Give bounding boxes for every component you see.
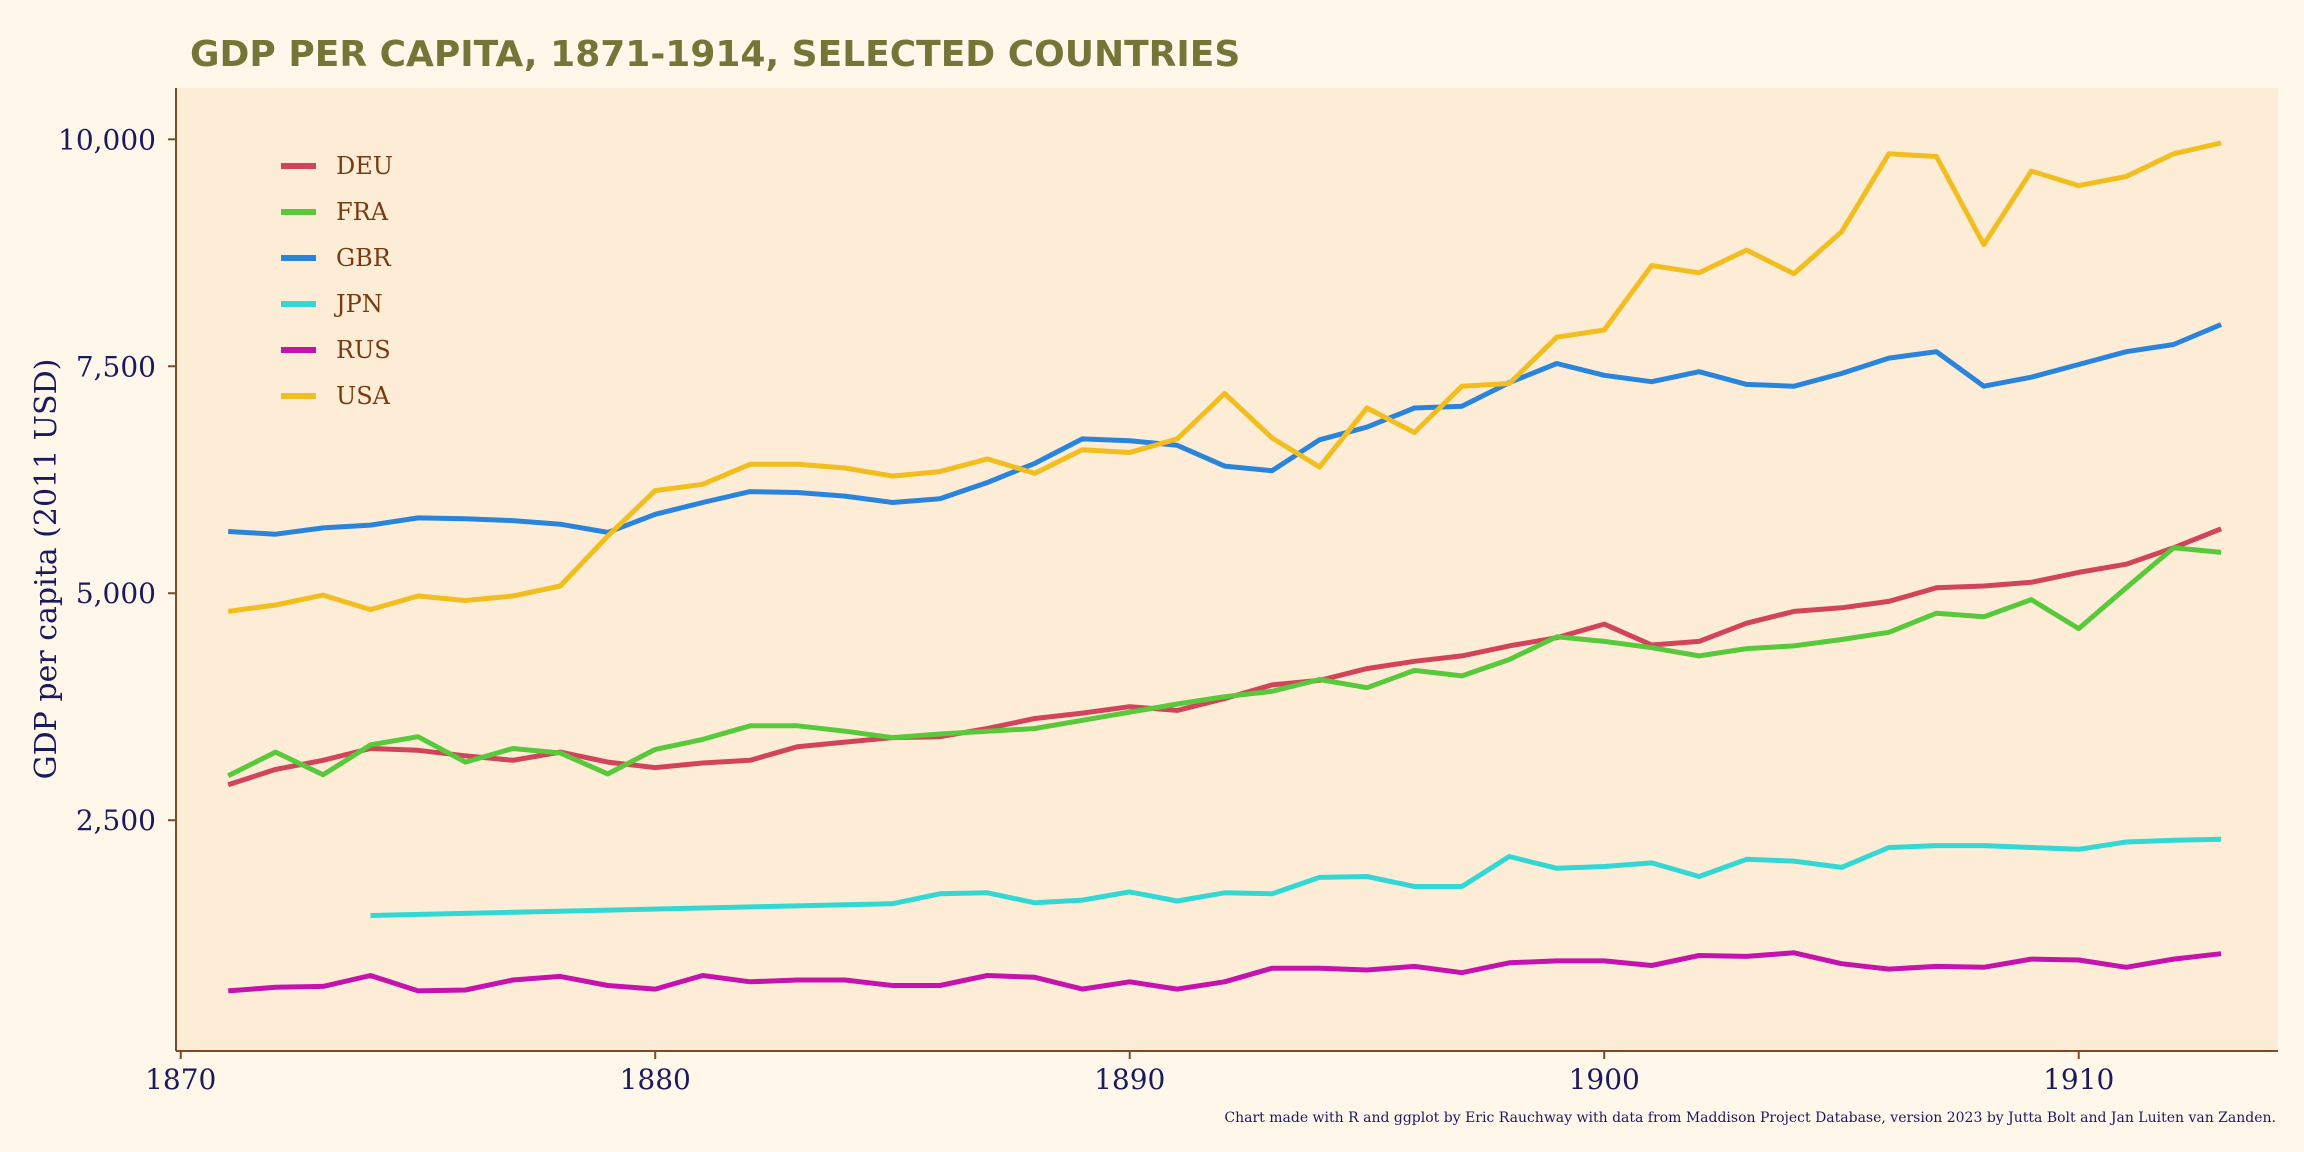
series-line-rus	[228, 950, 2222, 994]
x-tick-label: 1900	[1569, 1063, 1640, 1096]
plot-panel	[176, 88, 2278, 1051]
y-axis-ticks: 2,500 5,000 7,500 10,000	[58, 123, 176, 837]
legend-label-usa: USA	[336, 382, 391, 410]
series-line-gbr	[228, 322, 2223, 537]
y-tick-label: 2,500	[76, 804, 156, 837]
series-line-usa	[227, 140, 2222, 614]
x-axis-ticks: 1870 1880 1890 1900 1910	[145, 1051, 2114, 1096]
legend: DEU FRA GBR JPN RUS USA	[281, 152, 393, 410]
x-tick-label: 1870	[145, 1063, 216, 1096]
x-tick-label: 1890	[1094, 1063, 1165, 1096]
legend-label-gbr: GBR	[336, 244, 392, 272]
legend-label-deu: DEU	[336, 152, 393, 180]
y-tick-label: 10,000	[58, 123, 156, 156]
y-axis-label: GDP per capita (2011 USD)	[29, 359, 64, 780]
y-tick-label: 5,000	[76, 577, 156, 610]
legend-label-fra: FRA	[336, 198, 389, 226]
series-line-jpn	[370, 836, 2222, 918]
legend-label-rus: RUS	[336, 336, 391, 364]
y-tick-label: 7,500	[76, 350, 156, 383]
chart-caption: Chart made with R and ggplot by Eric Rau…	[1224, 1110, 2276, 1126]
legend-label-jpn: JPN	[333, 290, 383, 318]
series-line-fra	[227, 545, 2222, 778]
chart-title: GDP PER CAPITA, 1871-1914, SELECTED COUN…	[190, 34, 1240, 75]
series-layer	[227, 140, 2223, 994]
x-tick-label: 1910	[2043, 1063, 2114, 1096]
x-tick-label: 1880	[620, 1063, 691, 1096]
